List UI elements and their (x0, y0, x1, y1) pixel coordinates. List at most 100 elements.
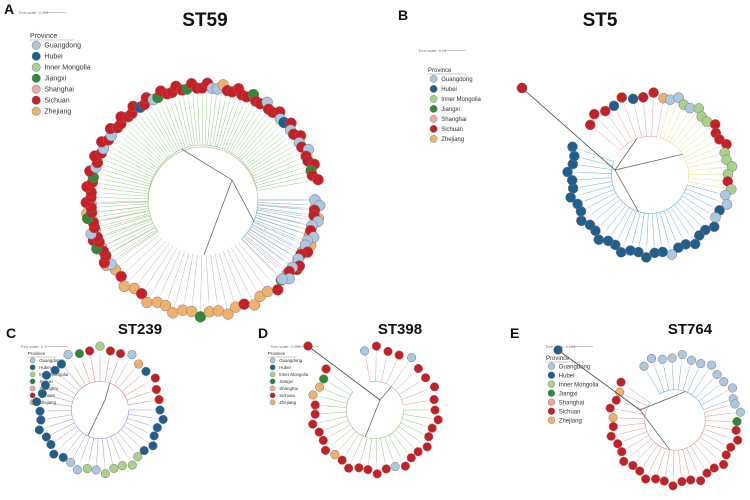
isolate-node (702, 468, 712, 478)
legend-title: Province (30, 33, 57, 40)
tip-branch (580, 172, 612, 174)
isolate-node (308, 390, 318, 400)
tip-branch (252, 224, 293, 245)
tip-branch (403, 400, 427, 406)
isolate-node (639, 361, 649, 371)
tip-branch (647, 372, 661, 394)
isolate-node (611, 395, 621, 405)
leader-line (715, 457, 721, 462)
tip-branch (56, 381, 77, 395)
leader-line (691, 112, 697, 119)
isolate-node (593, 234, 605, 245)
isolate-node (310, 400, 320, 410)
panel-d: D ST398 Tree scale: 0.001 Province Guangdong… (258, 321, 443, 479)
tip-branch (146, 117, 173, 155)
tip-branch (584, 189, 615, 202)
isolate-node (606, 431, 616, 441)
isolate-node (272, 284, 284, 296)
tip-branch (609, 117, 629, 144)
isolate-node (46, 440, 56, 450)
legend-swatch-sichuan (429, 125, 438, 133)
tip-branch (232, 116, 259, 155)
tip-branch (142, 119, 171, 157)
tip-branch (257, 202, 303, 205)
isolate-node (155, 405, 165, 415)
tip-branch (324, 416, 348, 422)
tip-branch (254, 164, 297, 182)
tip-branch (249, 228, 289, 253)
tip-branch (606, 205, 627, 231)
tip-branch (591, 196, 619, 215)
legend-swatch-guangdong (429, 75, 438, 83)
tip-branch (104, 210, 150, 220)
legend-swatch-inner-mongolia (429, 95, 438, 103)
tip-branch (368, 438, 372, 462)
root-branch (639, 409, 671, 451)
tip-branch (698, 385, 719, 402)
isolate-node (133, 452, 143, 462)
leader-line (722, 389, 730, 394)
isolate-node (686, 355, 697, 365)
isolate-node (619, 456, 629, 466)
tip-branch (705, 420, 730, 422)
tip-branch (679, 198, 705, 220)
leader-line (40, 402, 49, 404)
legend-swatch-sichuan (29, 392, 36, 399)
legend-label-sichuan: Sichuan (279, 393, 295, 398)
tip-branch (120, 231, 159, 258)
isolate-node (151, 384, 161, 395)
panel-title-b: ST5 (583, 10, 618, 31)
isolate-node (649, 247, 660, 259)
isolate-node (421, 373, 431, 383)
tip-branch (386, 362, 397, 384)
panel-letter-e: E (510, 325, 519, 341)
leader-line (601, 229, 607, 237)
tip-branch (346, 433, 360, 454)
isolate-node (433, 415, 443, 425)
isolate-node (127, 350, 137, 360)
tip-branch (666, 111, 681, 141)
tip-branch (200, 254, 203, 300)
tip-branch (192, 254, 198, 300)
isolate-node (600, 105, 611, 117)
outlier-branch (307, 345, 381, 401)
tip-branch (639, 213, 645, 245)
isolate-node (109, 463, 119, 473)
tip-branch (108, 218, 152, 234)
isolate-node (149, 431, 159, 441)
isolate-node (566, 175, 578, 186)
isolate-node (646, 353, 657, 364)
tip-branch (246, 232, 283, 261)
tip-branch (685, 148, 716, 161)
tip-branch (330, 424, 351, 437)
isolate-node (657, 354, 667, 364)
tip-branch (129, 237, 163, 269)
isolate-node (562, 166, 573, 178)
tip-branch (687, 184, 718, 194)
isolate-node (66, 457, 76, 467)
panel-letter-d: D (258, 325, 268, 341)
isolate-node (56, 359, 66, 369)
tip-branch (118, 229, 157, 254)
root-branch (104, 383, 111, 401)
isolate-node (308, 419, 318, 429)
tip-branch (667, 209, 683, 238)
isolate-node (330, 450, 340, 460)
isolate-node (413, 363, 423, 374)
tree-scale-label: Tree scale: 0.1 (20, 344, 47, 349)
tree-scale-label: Tree scale: 0.001 (270, 344, 302, 349)
clade-arc (346, 391, 404, 439)
tip-branch (90, 358, 96, 382)
isolate-node (686, 475, 696, 485)
legend-label-hubei: Hubei (441, 87, 457, 93)
isolate-node (321, 364, 331, 374)
legend-label-shanghai: Shanghai (44, 87, 74, 94)
tip-branch (205, 254, 209, 300)
isolate-node (261, 285, 274, 298)
isolate-node (127, 460, 137, 470)
tip-branch (154, 112, 177, 153)
isolate-node (41, 370, 51, 380)
tip-branch (183, 101, 193, 147)
leader-line (56, 445, 63, 452)
legend-swatch-shanghai (547, 398, 556, 406)
